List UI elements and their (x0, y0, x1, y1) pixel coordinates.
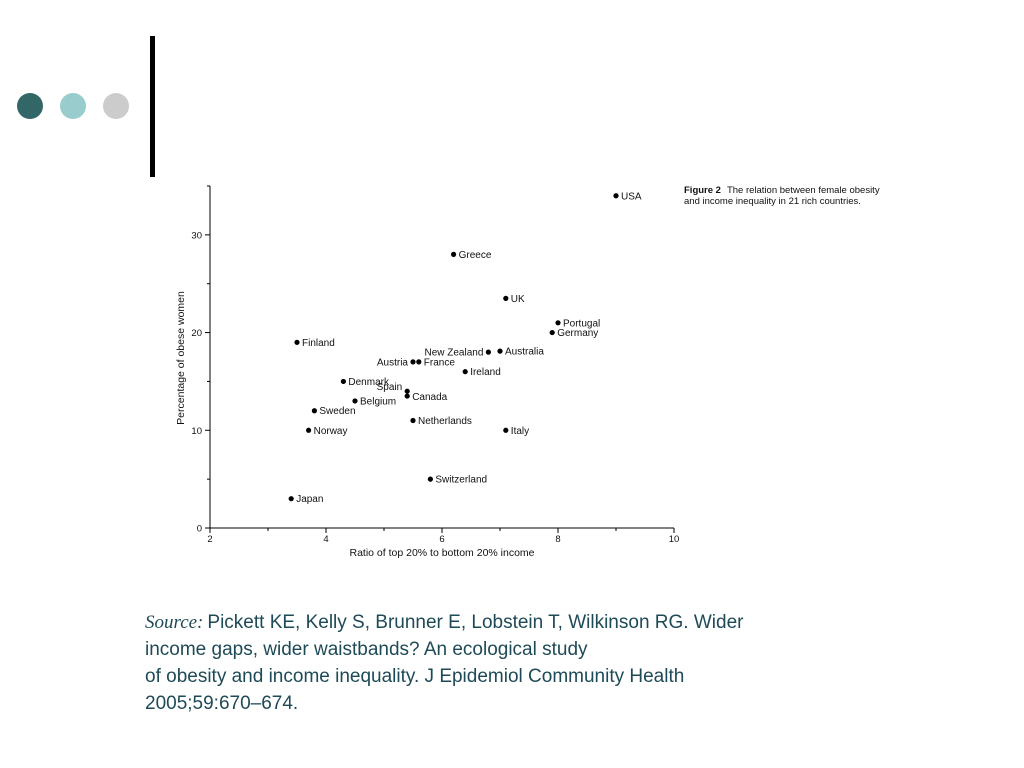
scatter-point (462, 369, 468, 375)
point-label: Sweden (319, 406, 355, 417)
point-label: USA (621, 191, 642, 202)
scatter-point (555, 320, 561, 326)
scatter-point (503, 427, 509, 433)
point-label: Denmark (348, 377, 390, 388)
y-tick-label: 30 (191, 230, 202, 241)
point-label: Austria (377, 357, 409, 368)
y-tick-label: 20 (191, 328, 202, 339)
point-label: Greece (459, 250, 492, 261)
point-label: New Zealand (424, 348, 483, 359)
scatter-point (503, 295, 509, 301)
point-label: Belgium (360, 396, 396, 407)
scatter-chart: 0 10 20 30 2 4 6 8 10 USA Greece UK PortugalGermany… (175, 185, 680, 559)
scatter-point (485, 349, 491, 355)
point-label: Japan (296, 494, 323, 505)
source-label: Source: (145, 612, 204, 633)
x-axis-label: Ratio of top 20% to bottom 20% income (349, 547, 534, 559)
source-line-3: of obesity and income inequality. J Epid… (145, 666, 685, 687)
y-tick-label: 10 (191, 426, 202, 437)
scatter-point (410, 417, 416, 424)
y-axis-label: Percentage of obese women (175, 291, 187, 425)
point-label: France (424, 357, 456, 368)
scatter-point (549, 329, 555, 336)
scatter-point (416, 359, 422, 365)
chart-axes: 0 10 20 30 2 4 6 8 10 (191, 185, 680, 545)
scatter-point (306, 427, 312, 433)
scatter-point (404, 388, 410, 394)
point-label: Norway (314, 426, 348, 437)
scatter-point (427, 476, 433, 482)
figure-caption: Figure 2 The relation between female obes… (684, 185, 884, 207)
point-label: Portugal (563, 318, 600, 329)
point-label: Canada (412, 392, 447, 403)
scatter-point (404, 393, 410, 399)
source-line-4: 2005;59:670–674. (145, 693, 299, 714)
source-line-1: Pickett KE, Kelly S, Brunner E, Lobstein… (207, 612, 744, 633)
point-label: Spain (377, 382, 403, 393)
x-tick-label: 4 (323, 534, 328, 545)
point-label: Netherlands (418, 416, 472, 427)
x-tick-label: 2 (207, 534, 212, 545)
point-label: Germany (557, 328, 598, 339)
decor-dot-dark (17, 93, 43, 119)
point-label: Italy (511, 426, 529, 437)
scatter-point (340, 378, 346, 385)
scatter-point (294, 339, 300, 345)
source-line-2: income gaps, wider waistbands? An ecolog… (145, 639, 588, 660)
x-tick-label: 8 (555, 534, 560, 545)
scatter-point (311, 408, 317, 414)
point-label: Australia (505, 347, 544, 358)
x-tick-label: 6 (439, 534, 444, 545)
y-tick-label: 0 (197, 524, 202, 535)
point-label: UK (511, 294, 525, 305)
decor-dot-grey (103, 93, 129, 119)
scatter-point (288, 496, 294, 502)
scatter-point (451, 251, 457, 257)
figure-caption-text: The relation between female obesity and … (684, 185, 880, 207)
decor-dot-teal (60, 93, 86, 119)
figure-caption-label: Figure 2 (684, 185, 721, 196)
scatter-point (613, 193, 619, 199)
source-citation: Source: Pickett KE, Kelly S, Brunner E, L… (145, 609, 885, 717)
scatter-point (410, 359, 416, 365)
x-tick-label: 10 (669, 534, 680, 545)
point-label: Ireland (470, 367, 501, 378)
scatter-point (352, 398, 358, 404)
point-label: Switzerland (435, 475, 487, 486)
title-divider-bar (150, 36, 155, 177)
point-label: Finland (302, 338, 335, 349)
scatter-point (497, 348, 503, 354)
